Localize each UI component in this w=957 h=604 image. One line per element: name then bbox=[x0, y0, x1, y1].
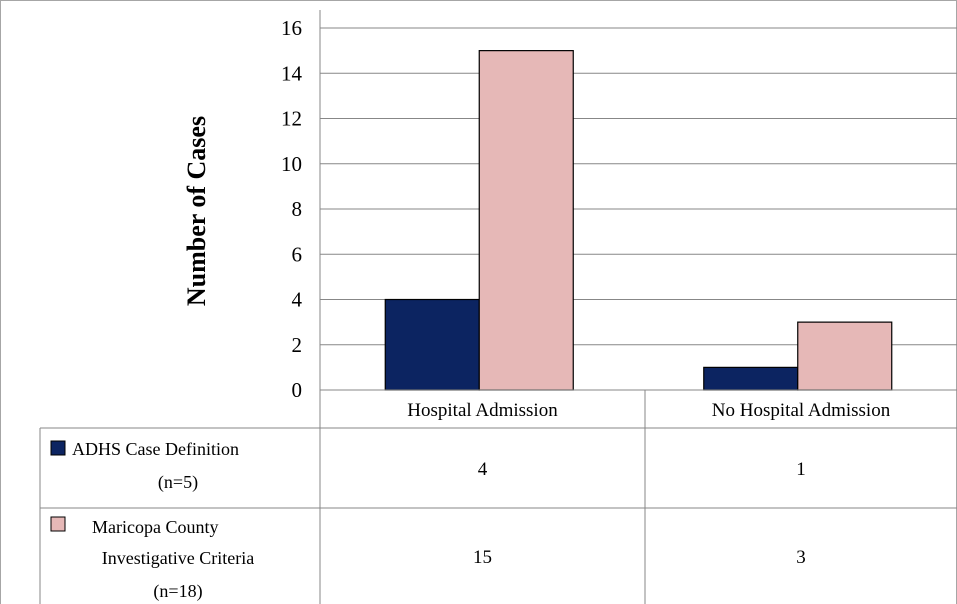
table-cell-value: 15 bbox=[473, 547, 492, 568]
legend-swatch bbox=[50, 516, 66, 532]
legend-entry: Maricopa County Investigative Criteria (n=… bbox=[50, 516, 254, 602]
legend-label: Investigative Criteria bbox=[102, 548, 254, 568]
y-tick-label: 6 bbox=[292, 242, 303, 266]
y-tick-label: 8 bbox=[292, 197, 303, 221]
y-tick-label: 2 bbox=[292, 333, 303, 357]
legend-label: Maricopa County bbox=[92, 517, 218, 537]
legend-label: (n=5) bbox=[158, 472, 198, 493]
y-tick-label: 12 bbox=[281, 107, 302, 131]
y-axis-title: Number of Cases bbox=[182, 116, 211, 306]
gridlines bbox=[320, 27, 957, 346]
y-tick-label: 14 bbox=[281, 61, 303, 85]
legend-label: ADHS Case Definition bbox=[72, 439, 239, 459]
legend-label: (n=18) bbox=[153, 581, 202, 602]
x-category-label: Hospital Admission bbox=[407, 400, 558, 421]
table-cell-value: 3 bbox=[796, 547, 806, 568]
y-tick-label: 16 bbox=[281, 16, 302, 40]
y-tick-label: 4 bbox=[292, 288, 303, 312]
legend-swatch bbox=[50, 440, 66, 456]
y-tick-label: 10 bbox=[281, 152, 302, 176]
data-table: Hospital Admission No Hospital Admission A… bbox=[39, 389, 957, 604]
bars bbox=[384, 50, 893, 391]
y-tick-label: 0 bbox=[292, 378, 303, 402]
bar bbox=[797, 321, 893, 391]
bar bbox=[478, 50, 574, 391]
bar bbox=[384, 298, 480, 391]
x-category-label: No Hospital Admission bbox=[712, 400, 891, 421]
legend-entry: ADHS Case Definition (n=5) bbox=[50, 439, 239, 493]
table-cell-value: 1 bbox=[796, 459, 806, 480]
axes: 0 2 4 6 8 10 12 14 16 bbox=[281, 10, 321, 604]
table-cell-value: 4 bbox=[478, 459, 488, 480]
bar bbox=[703, 366, 799, 391]
